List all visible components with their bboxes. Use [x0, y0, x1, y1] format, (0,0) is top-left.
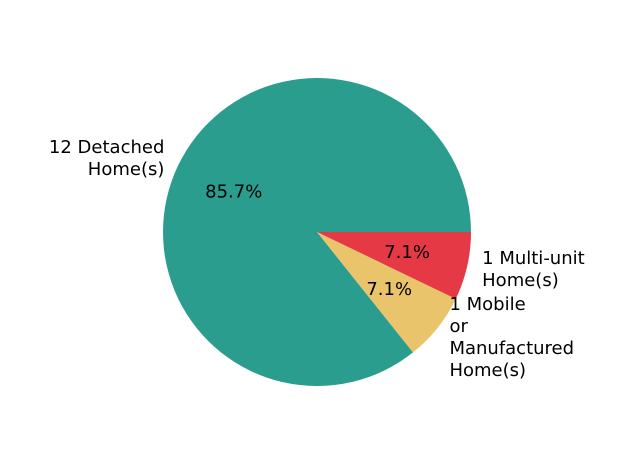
percent-label-1-multi-unit: 7.1%	[384, 242, 430, 263]
percent-label-12-detached: 85.7%	[205, 181, 262, 202]
pie-slice-1-mobile	[317, 232, 456, 353]
category-label-line: or	[449, 316, 468, 337]
category-label-1-multi-unit: 1 Multi-unit Home(s)	[482, 248, 585, 291]
category-label-line: 12 Detached	[49, 137, 164, 158]
category-labels: 12 Detached Home(s)1 Mobile or Manufactured…	[49, 137, 585, 381]
category-label-line: Manufactured	[449, 338, 574, 359]
category-label-line: Home(s)	[88, 159, 165, 180]
category-label-12-detached: 12 Detached Home(s)	[49, 137, 164, 180]
category-label-line: 1 Multi-unit	[482, 248, 585, 269]
category-label-line: Home(s)	[482, 270, 559, 291]
category-label-line: Home(s)	[449, 360, 526, 381]
category-label-1-mobile: 1 Mobile or Manufactured Home(s)	[449, 294, 574, 381]
percent-labels: 85.7% 7.1% 7.1%	[205, 181, 430, 300]
category-label-line: 1 Mobile	[449, 294, 525, 315]
pie-slice-12-detached	[162, 77, 471, 386]
percent-label-1-mobile: 7.1%	[366, 279, 412, 300]
pie-slices	[162, 77, 471, 386]
pie-slice-1-multi-unit	[317, 232, 471, 299]
